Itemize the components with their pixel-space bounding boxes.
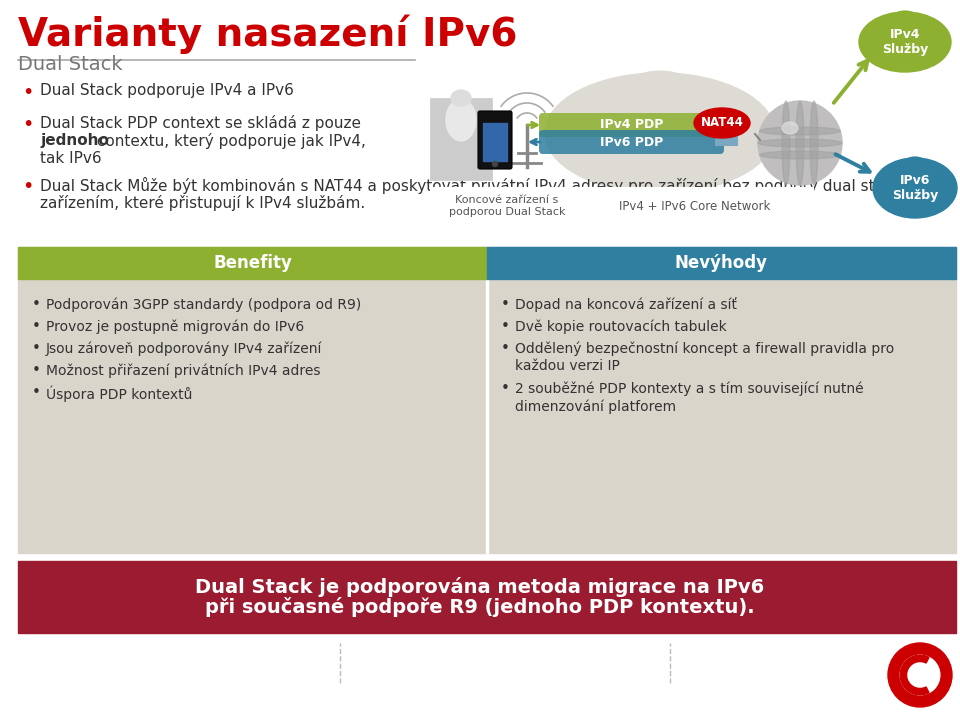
Text: Dual Stack: Dual Stack: [18, 55, 123, 74]
Text: contextu, který podporuje jak IPv4,: contextu, který podporuje jak IPv4,: [92, 133, 366, 149]
Bar: [487, 247, 956, 553]
Ellipse shape: [759, 127, 840, 135]
Text: Dvě kopie routovacích tabulek: Dvě kopie routovacích tabulek: [515, 319, 727, 333]
Text: při současné podpoře R9 (jednoho PDP kontextu).: při současné podpoře R9 (jednoho PDP kon…: [205, 597, 755, 617]
Text: •: •: [501, 319, 510, 334]
Text: Provoz je postupně migrován do IPv6: Provoz je postupně migrován do IPv6: [46, 319, 304, 333]
Text: •: •: [32, 341, 41, 356]
Text: •: •: [22, 83, 34, 102]
Ellipse shape: [759, 151, 840, 159]
Ellipse shape: [877, 173, 896, 185]
Bar: [430, 98, 492, 180]
Ellipse shape: [545, 73, 775, 193]
Text: Dopad na koncová zařízení a síť: Dopad na koncová zařízení a síť: [515, 297, 737, 312]
Text: •: •: [22, 177, 34, 196]
Text: zařízením, které přistupují k IPv4 službám.: zařízením, které přistupují k IPv4 služb…: [40, 195, 365, 211]
Ellipse shape: [446, 99, 476, 141]
Ellipse shape: [859, 12, 951, 72]
Bar: [487, 247, 956, 279]
Text: Jsou zároveň podporovány IPv4 zařízení: Jsou zároveň podporovány IPv4 zařízení: [46, 341, 323, 355]
Text: Nevýhody: Nevýhody: [675, 254, 768, 272]
Ellipse shape: [583, 84, 646, 117]
Text: 2 souběžné PDP kontexty a s tím související nutné: 2 souběžné PDP kontexty a s tím souvisej…: [515, 381, 864, 395]
Ellipse shape: [796, 101, 804, 185]
Ellipse shape: [874, 17, 900, 34]
Ellipse shape: [919, 198, 940, 211]
Text: Úspora PDP kontextů: Úspora PDP kontextů: [46, 385, 192, 402]
FancyBboxPatch shape: [478, 111, 512, 169]
Ellipse shape: [902, 157, 928, 176]
Bar: [18, 247, 487, 553]
Ellipse shape: [864, 26, 883, 39]
Text: dimenzování platforem: dimenzování platforem: [515, 399, 676, 413]
Ellipse shape: [671, 154, 729, 179]
Ellipse shape: [674, 84, 737, 117]
Ellipse shape: [887, 163, 910, 179]
Ellipse shape: [873, 158, 957, 218]
Text: •: •: [32, 385, 41, 400]
Ellipse shape: [758, 139, 842, 147]
Text: jednoho: jednoho: [40, 133, 108, 148]
Text: IPv4 + IPv6 Core Network: IPv4 + IPv6 Core Network: [619, 199, 771, 212]
Ellipse shape: [624, 72, 696, 109]
Ellipse shape: [451, 90, 471, 106]
Text: Podporován 3GPP standardy (podpora od R9): Podporován 3GPP standardy (podpora od R9…: [46, 297, 361, 312]
Bar: [430, 187, 585, 225]
Text: Dual Stack je podporována metoda migrace na IPv6: Dual Stack je podporována metoda migrace…: [196, 577, 764, 597]
Ellipse shape: [810, 101, 818, 185]
Text: NAT44: NAT44: [701, 117, 743, 129]
Bar: [18, 561, 956, 633]
Text: Dual Stack podporuje IPv4 a IPv6: Dual Stack podporuje IPv4 a IPv6: [40, 83, 294, 98]
Ellipse shape: [877, 52, 900, 65]
Text: Varianty nasazení IPv6: Varianty nasazení IPv6: [18, 15, 517, 54]
Circle shape: [758, 101, 842, 185]
Ellipse shape: [921, 163, 944, 179]
Ellipse shape: [890, 198, 911, 211]
Text: •: •: [32, 297, 41, 312]
Text: Benefity: Benefity: [213, 254, 292, 272]
Ellipse shape: [782, 122, 798, 134]
Text: •: •: [32, 319, 41, 334]
Text: Koncové zařízení s
podporou Dual Stack: Koncové zařízení s podporou Dual Stack: [448, 195, 565, 217]
Circle shape: [888, 643, 952, 707]
Text: Dual Stack PDP context se skládá z pouze: Dual Stack PDP context se skládá z pouze: [40, 115, 361, 131]
Text: •: •: [32, 363, 41, 378]
Circle shape: [492, 162, 497, 167]
Text: IPv6
Služby: IPv6 Služby: [892, 174, 938, 202]
Text: •: •: [501, 341, 510, 356]
Ellipse shape: [714, 102, 762, 127]
Text: Dual Stack Může být kombinován s NAT44 a poskytovat privátní IPv4 adresy pro zař: Dual Stack Může být kombinován s NAT44 a…: [40, 177, 916, 194]
Ellipse shape: [891, 11, 920, 30]
Ellipse shape: [782, 101, 790, 185]
Text: IPv6 PDP: IPv6 PDP: [600, 136, 663, 149]
Ellipse shape: [591, 154, 649, 179]
Bar: [486, 247, 488, 553]
Text: tak IPv6: tak IPv6: [40, 151, 102, 166]
Bar: [483, 123, 507, 161]
Ellipse shape: [909, 52, 932, 65]
Bar: [18, 247, 487, 279]
Ellipse shape: [911, 17, 936, 34]
Polygon shape: [900, 655, 929, 695]
Bar: [578, 187, 813, 225]
Text: •: •: [501, 381, 510, 396]
Ellipse shape: [694, 108, 750, 138]
Text: •: •: [22, 115, 34, 134]
Ellipse shape: [558, 102, 606, 127]
Text: IPv4
Služby: IPv4 Služby: [882, 28, 928, 56]
Ellipse shape: [935, 173, 952, 185]
Text: Možnost přiřazení privátních IPv4 adres: Možnost přiřazení privátních IPv4 adres: [46, 363, 321, 378]
Text: každou verzi IP: každou verzi IP: [515, 359, 620, 373]
Ellipse shape: [926, 26, 946, 39]
Text: •: •: [501, 297, 510, 312]
FancyBboxPatch shape: [539, 113, 724, 137]
FancyBboxPatch shape: [539, 130, 724, 154]
Bar: [715, 120, 737, 145]
Text: IPv4 PDP: IPv4 PDP: [600, 119, 663, 132]
Text: Oddělený bezpečnostní koncept a firewall pravidla pro: Oddělený bezpečnostní koncept a firewall…: [515, 341, 895, 355]
Circle shape: [900, 655, 940, 695]
